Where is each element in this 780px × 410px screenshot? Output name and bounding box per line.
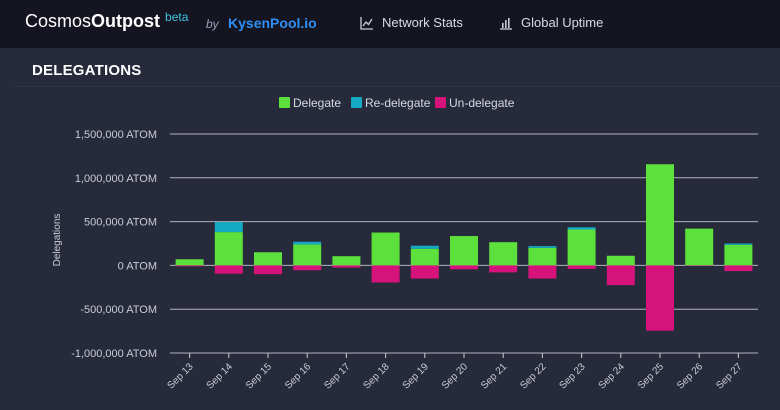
x-tick-label: Sep 20 bbox=[440, 361, 470, 391]
y-tick-label: 1,000,000 ATOM bbox=[75, 173, 157, 185]
x-tick-label: Sep 17 bbox=[322, 361, 352, 391]
bar-delegate bbox=[606, 255, 635, 266]
legend-swatch-undelegate bbox=[435, 97, 446, 108]
x-tick-label: Sep 13 bbox=[166, 361, 196, 391]
x-tick-label: Sep 14 bbox=[205, 361, 235, 391]
y-axis-title: Delegations bbox=[52, 214, 63, 267]
y-tick-label: 0 ATOM bbox=[118, 260, 157, 272]
bar-delegate bbox=[332, 256, 361, 266]
bar-redelegate bbox=[410, 245, 439, 249]
bar-undelegate bbox=[371, 265, 400, 283]
panel-title: DELEGATIONS bbox=[32, 62, 142, 79]
nav-global-uptime[interactable]: Global Uptime bbox=[499, 15, 603, 30]
bar-undelegate bbox=[450, 265, 478, 270]
nav-uptime-label: Global Uptime bbox=[521, 15, 604, 30]
nav-network-label: Network Stats bbox=[382, 15, 463, 30]
bar-delegate bbox=[293, 244, 322, 266]
x-tick-label: Sep 15 bbox=[244, 361, 274, 391]
brand-name-bold: Outpost bbox=[91, 11, 161, 31]
x-tick-label: Sep 18 bbox=[362, 361, 392, 391]
x-tick-label: Sep 22 bbox=[518, 361, 548, 391]
bar-undelegate bbox=[410, 265, 439, 279]
bar-redelegate bbox=[214, 222, 243, 233]
y-tick-label: -1,000,000 ATOM bbox=[71, 348, 157, 360]
bar-redelegate bbox=[528, 246, 557, 248]
y-tick-label: -500,000 ATOM bbox=[80, 304, 157, 316]
by-label: by bbox=[206, 17, 219, 31]
x-tick-label: Sep 16 bbox=[283, 361, 313, 391]
y-tick-label: 1,500,000 ATOM bbox=[75, 129, 157, 141]
kysenpool-link[interactable]: KysenPool.io bbox=[228, 15, 317, 31]
bar-delegate bbox=[646, 164, 674, 266]
bar-undelegate bbox=[332, 265, 361, 268]
bar-undelegate bbox=[606, 265, 635, 286]
bar-delegate bbox=[724, 244, 753, 266]
brand-logo[interactable]: CosmosOutpost beta bbox=[25, 10, 189, 32]
bar-undelegate bbox=[724, 265, 753, 272]
bar-redelegate bbox=[567, 227, 596, 230]
bar-delegate bbox=[567, 229, 596, 266]
bar-delegate bbox=[214, 232, 243, 266]
bar-delegate bbox=[175, 259, 204, 266]
bar-chart-icon bbox=[500, 17, 512, 30]
bar-undelegate bbox=[646, 265, 674, 331]
line-chart-icon bbox=[360, 16, 373, 30]
legend-swatch-delegate bbox=[279, 97, 290, 108]
bar-undelegate bbox=[175, 265, 204, 267]
bar-redelegate bbox=[724, 243, 753, 245]
bar-undelegate bbox=[528, 265, 557, 279]
panel-divider bbox=[12, 86, 780, 87]
brand-name-light: Cosmos bbox=[25, 11, 92, 31]
byline: by KysenPool.io bbox=[206, 15, 317, 31]
x-tick-label: Sep 23 bbox=[558, 361, 588, 391]
bar-delegate bbox=[450, 236, 478, 266]
beta-badge: beta bbox=[165, 10, 189, 24]
legend-label-delegate: Delegate bbox=[293, 96, 341, 110]
x-tick-label: Sep 21 bbox=[479, 361, 509, 391]
legend-label-undelegate: Un-delegate bbox=[449, 96, 515, 110]
bar-delegate bbox=[685, 228, 714, 266]
bar-undelegate bbox=[214, 265, 243, 274]
x-tick-label: Sep 24 bbox=[597, 361, 627, 391]
y-tick-label: 500,000 ATOM bbox=[84, 217, 157, 229]
bar-delegate bbox=[254, 252, 282, 266]
bar-undelegate bbox=[567, 265, 596, 269]
x-tick-label: Sep 26 bbox=[675, 361, 705, 391]
nav-network-stats[interactable]: Network Stats bbox=[360, 15, 463, 30]
bar-undelegate bbox=[489, 265, 518, 273]
legend-label-redelegate: Re-delegate bbox=[365, 96, 431, 110]
x-tick-label: Sep 25 bbox=[636, 361, 666, 391]
bar-undelegate bbox=[293, 265, 322, 271]
bar-delegate bbox=[489, 242, 518, 266]
bar-delegate bbox=[371, 232, 400, 266]
top-navbar: CosmosOutpost beta by KysenPool.io Networ… bbox=[0, 0, 780, 48]
bar-undelegate bbox=[254, 265, 282, 275]
legend-swatch-redelegate bbox=[351, 97, 362, 108]
x-tick-label: Sep 19 bbox=[401, 361, 431, 391]
bar-delegate bbox=[528, 247, 557, 266]
x-tick-label: Sep 27 bbox=[714, 361, 744, 391]
bar-delegate bbox=[410, 248, 439, 266]
bar-redelegate bbox=[293, 241, 322, 245]
